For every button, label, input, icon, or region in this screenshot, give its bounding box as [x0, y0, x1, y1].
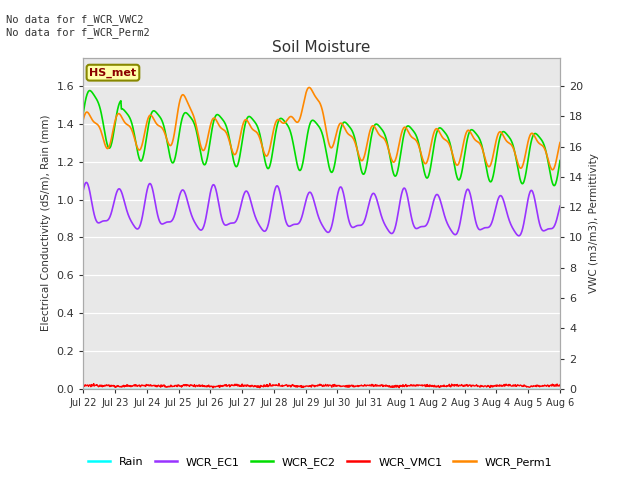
Y-axis label: Electrical Conductivity (dS/m), Rain (mm): Electrical Conductivity (dS/m), Rain (mm…: [41, 115, 51, 332]
Text: HS_met: HS_met: [90, 68, 136, 78]
Legend: Rain, WCR_EC1, WCR_EC2, WCR_VMC1, WCR_Perm1: Rain, WCR_EC1, WCR_EC2, WCR_VMC1, WCR_Pe…: [83, 452, 557, 472]
Title: Soil Moisture: Soil Moisture: [273, 40, 371, 55]
Y-axis label: VWC (m3/m3), Permittivity: VWC (m3/m3), Permittivity: [589, 153, 598, 293]
Text: No data for f_WCR_VWC2
No data for f_WCR_Perm2: No data for f_WCR_VWC2 No data for f_WCR…: [6, 14, 150, 38]
